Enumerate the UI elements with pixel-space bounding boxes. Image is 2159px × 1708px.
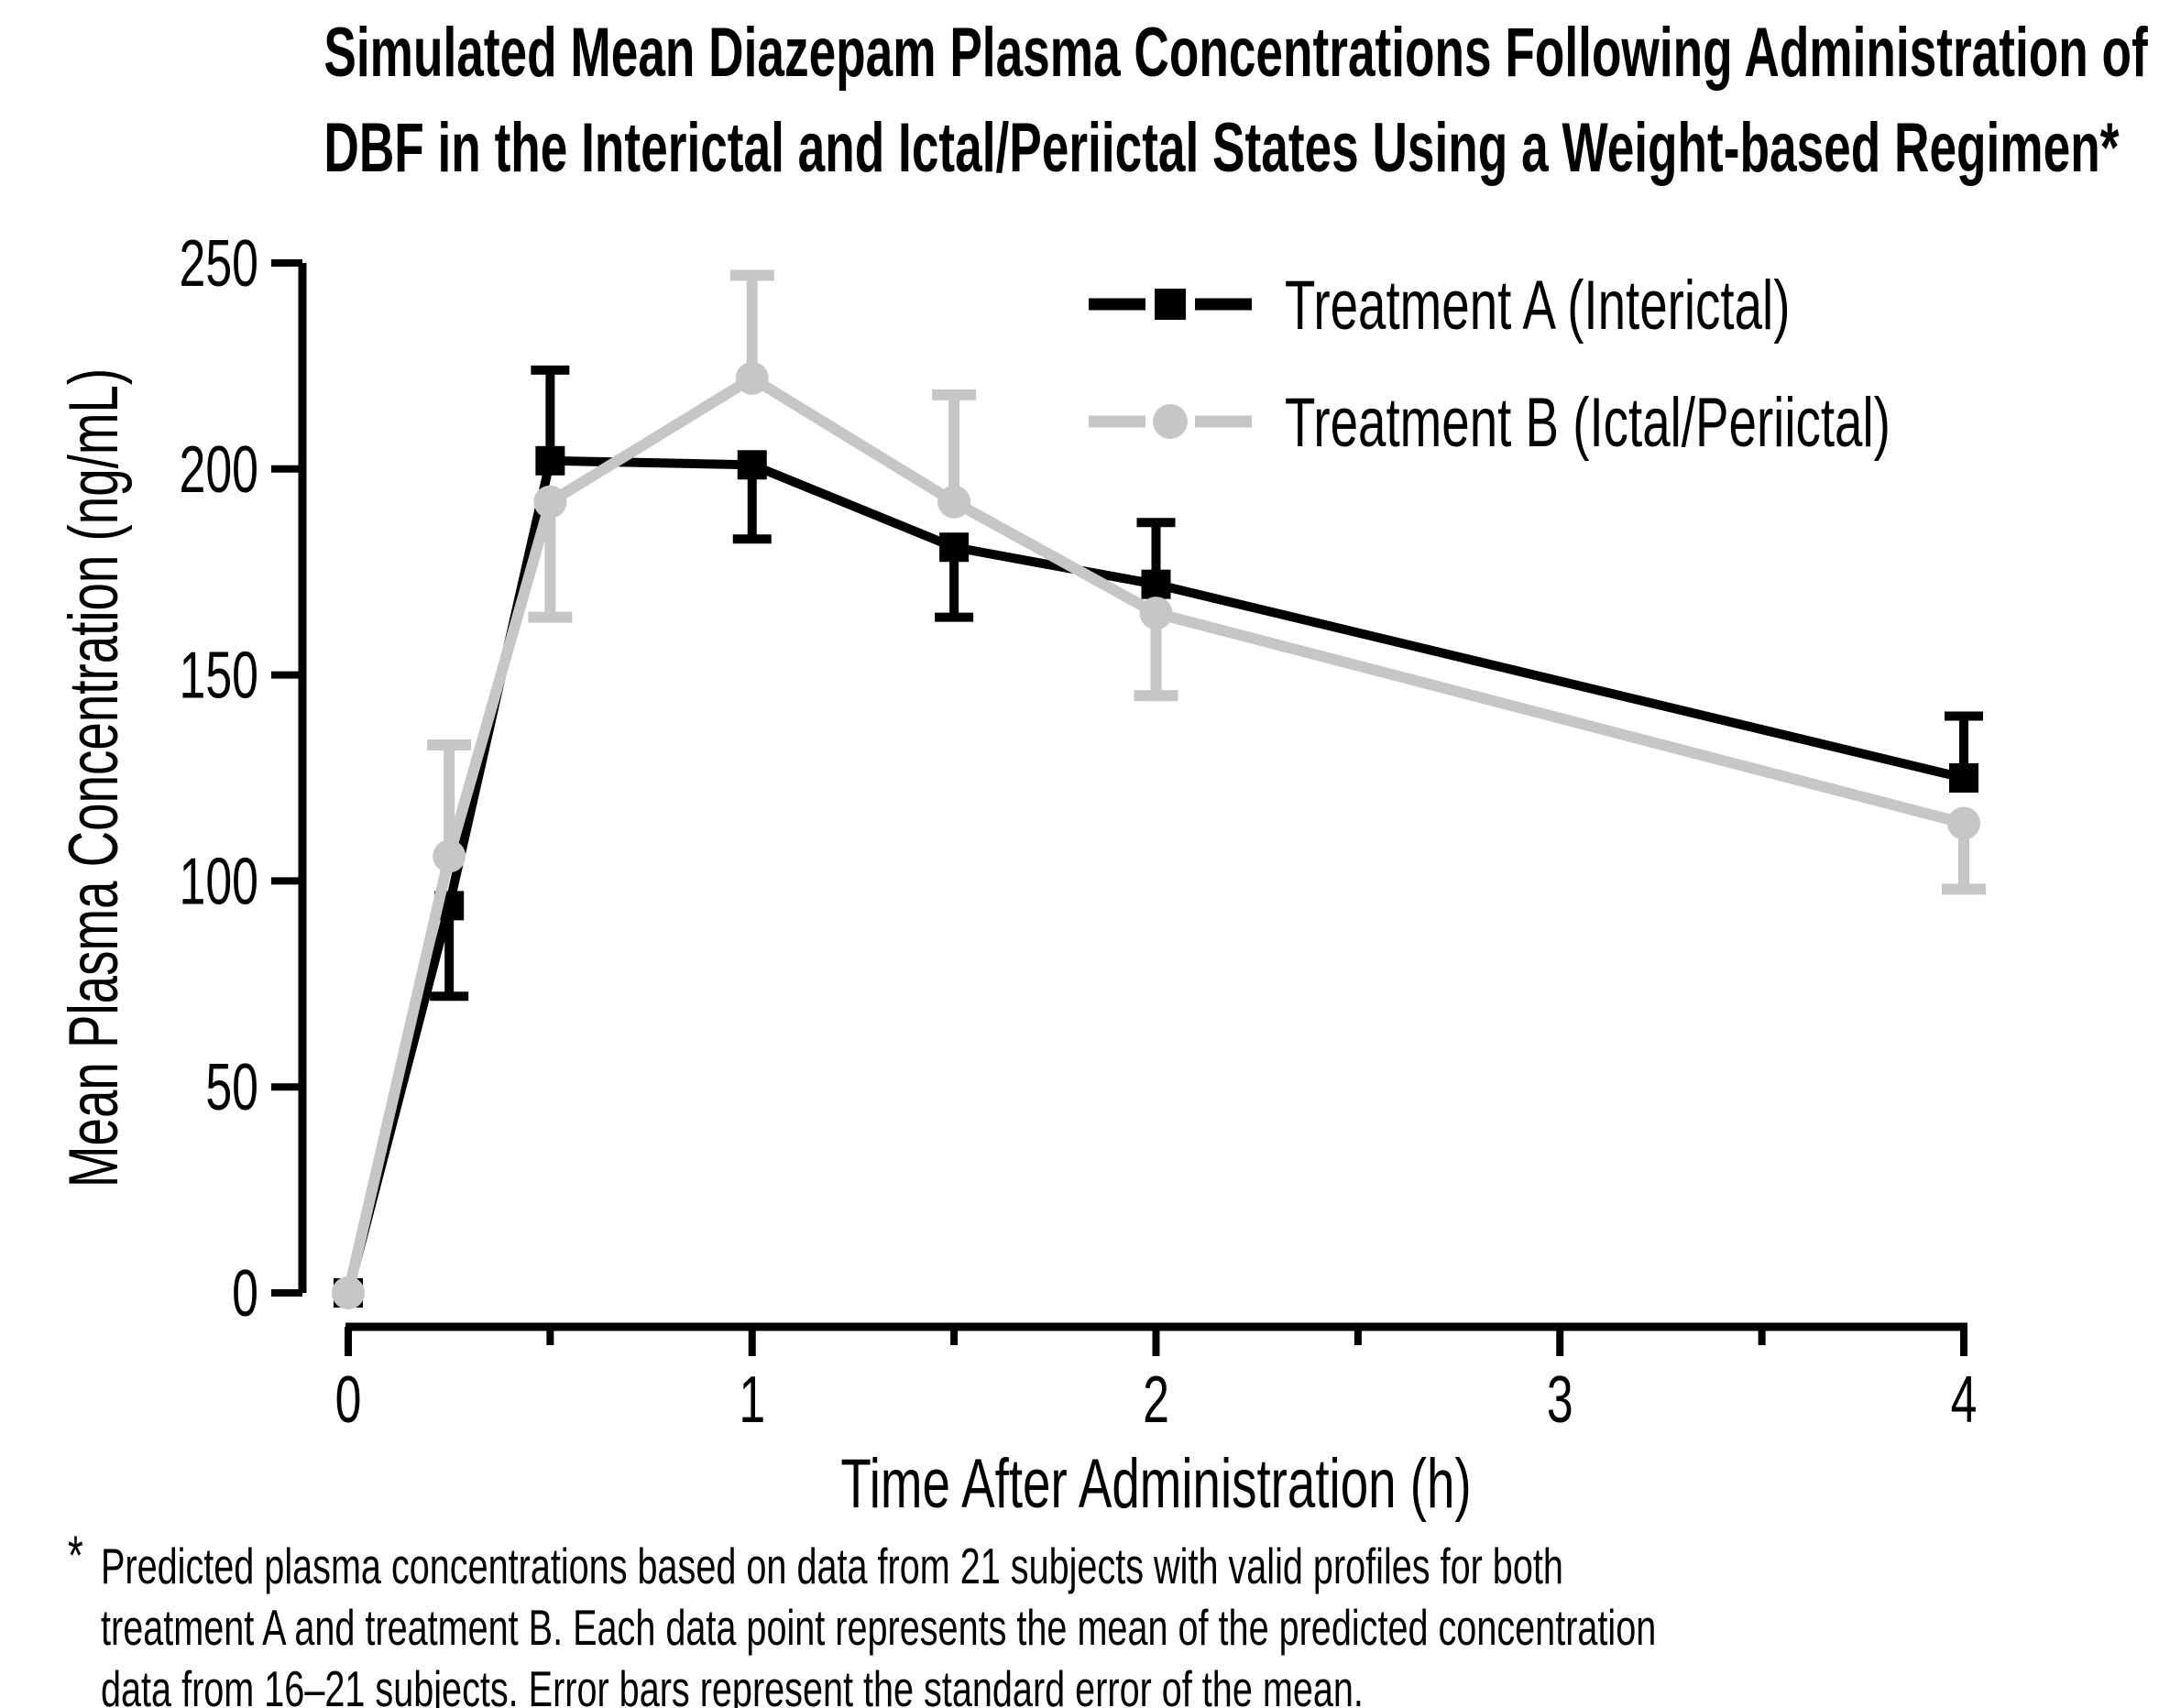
- x-axis-tick-label: 3: [1547, 1363, 1573, 1437]
- y-axis: 0 50 100 150 200 250 Mean Plasma Concentration…: [55, 227, 307, 1330]
- y-axis-tick-label: 150: [180, 639, 258, 712]
- legend-marker: [1155, 289, 1186, 320]
- series-b: [332, 269, 1986, 1309]
- footnote-line: Predicted plasma concentrations based on…: [101, 1538, 1563, 1594]
- footnote-asterisk: *: [68, 1525, 83, 1586]
- x-axis-tick-label: 4: [1951, 1363, 1978, 1437]
- legend-marker: [1153, 404, 1188, 439]
- series-line: [343, 371, 1966, 1295]
- y-axis-tick-label: 100: [180, 845, 258, 918]
- y-axis-tick-label: 200: [180, 433, 258, 507]
- y-axis-tick-label: 250: [180, 227, 258, 301]
- footnote-line: treatment A and treatment B. Each data p…: [101, 1599, 1657, 1656]
- chart-title-line2: DBF in the Interictal and Ictal/Periicta…: [323, 109, 2120, 187]
- footnote-text: Predicted plasma concentrations based on…: [101, 1536, 1657, 1708]
- x-axis: 0 1 2 3 4 Time After Administration (h): [335, 1322, 1978, 1523]
- y-axis-tick-label: 0: [232, 1257, 258, 1330]
- series-a: [334, 365, 1983, 1308]
- data-point-marker: [1141, 569, 1171, 599]
- data-point-marker: [735, 361, 769, 395]
- legend-label: Treatment A (Interictal): [1285, 267, 1790, 345]
- data-point-marker: [737, 450, 767, 480]
- data-point-marker: [433, 839, 466, 873]
- data-point-marker: [1139, 597, 1173, 630]
- x-axis-title: Time After Administration (h): [840, 1445, 1471, 1523]
- x-axis-tick-label: 1: [739, 1363, 765, 1437]
- data-point-marker: [939, 532, 970, 563]
- footnote-line: data from 16–21 subjects. Error bars rep…: [101, 1660, 1364, 1708]
- footnote: * Predicted plasma concentrations based …: [68, 1525, 1657, 1708]
- legend-label: Treatment B (Ictal/Periictal): [1285, 384, 1890, 462]
- data-point-marker: [535, 445, 565, 476]
- data-point-marker: [1947, 806, 1980, 840]
- data-point-marker: [533, 485, 567, 519]
- data-point-marker: [1949, 763, 1978, 793]
- data-point-marker: [937, 485, 971, 519]
- data-point-marker: [332, 1276, 365, 1309]
- x-axis-tick-label: 0: [335, 1363, 362, 1437]
- y-axis-tick-label: 50: [205, 1051, 258, 1124]
- x-axis-tick-label: 2: [1143, 1363, 1169, 1437]
- legend: Treatment A (Interictal) Treatment B (Ict…: [1089, 267, 1890, 462]
- y-axis-title: Mean Plasma Concentration (ng/mL): [55, 368, 133, 1188]
